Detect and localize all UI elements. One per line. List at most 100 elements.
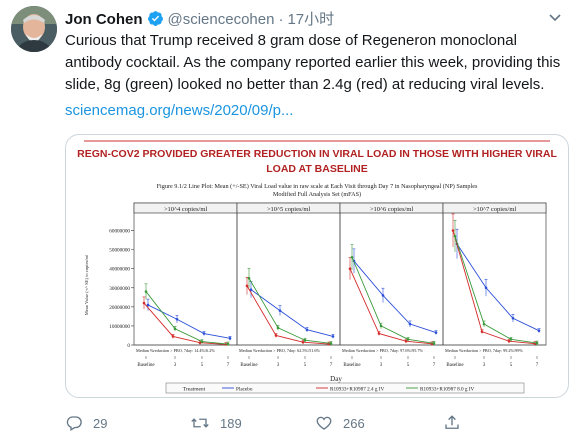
series-line-placebo — [456, 243, 540, 332]
panel-label: >10^5 copies/ml — [267, 206, 311, 213]
reply-icon — [66, 416, 82, 431]
panel-note: Median %reduction > PBO, 7day: 14.4%/6.2… — [136, 348, 215, 354]
legend-box — [165, 382, 525, 394]
tweet-header: Jon Cohen @sciencecohen · 17小时 — [65, 8, 334, 31]
y-tick-label: 60000000 — [109, 229, 130, 235]
x-tick-label: 7 — [433, 363, 436, 368]
verified-badge-icon — [147, 10, 164, 31]
like-count: 266 — [343, 415, 365, 431]
retweet-count: 189 — [220, 415, 242, 431]
data-point-placebo — [537, 329, 541, 332]
series-line-dose_2_4g — [349, 268, 433, 345]
series-line-dose_8g — [248, 278, 332, 344]
figure-subtitle: Modified Full Analysis Set (mFAS) — [273, 191, 361, 198]
panel-label: >10^4 copies/ml — [164, 206, 208, 213]
y-tick-label: 30000000 — [109, 286, 130, 292]
data-point-dose_2_4g — [301, 340, 305, 344]
x-tick-label: 7 — [536, 363, 539, 368]
panel-frame — [339, 202, 444, 346]
data-point-dose_8g — [509, 337, 513, 341]
chart-panel: >10^6 copies/ml Median %reduction > PBO, … — [339, 202, 444, 368]
panel-label: >10^6 copies/ml — [370, 206, 414, 213]
reply-count: 29 — [93, 415, 108, 431]
slide-title-line2: LOAD AT BASELINE — [266, 163, 368, 175]
data-point-dose_8g — [482, 322, 486, 326]
data-point-dose_8g — [226, 342, 230, 346]
author-name[interactable]: Jon Cohen — [65, 11, 143, 28]
x-tick-label: 5 — [510, 363, 513, 368]
legend-item: Placebo — [236, 387, 253, 393]
data-point-placebo — [408, 322, 412, 326]
panel-frame — [442, 202, 547, 346]
more-options-button[interactable] — [544, 6, 566, 28]
data-point-dose_2_4g — [480, 330, 484, 333]
slide-chart: REGN-COV2 PROVIDED GREATER REDUCTION IN … — [77, 140, 557, 394]
data-point-placebo — [228, 337, 232, 340]
retweet-icon — [191, 418, 209, 428]
attached-image[interactable]: REGN-COV2 PROVIDED GREATER REDUCTION IN … — [65, 134, 569, 398]
data-point-dose_2_4g — [451, 229, 455, 232]
series-line-placebo — [353, 260, 437, 334]
legend-item: R10933+R10987 8.0 g IV — [420, 387, 474, 393]
share-button[interactable] — [443, 414, 471, 432]
x-axis-label: Day — [330, 375, 342, 383]
x-tick-label: Baseline — [240, 363, 258, 368]
series-line-dose_2_4g — [246, 285, 330, 345]
panel-frame — [236, 202, 341, 346]
y-axis-label: Mean Value (+/- SE) in copies/ml — [84, 254, 89, 315]
x-tick-label: 5 — [304, 363, 307, 368]
data-point-placebo — [305, 328, 309, 332]
figure-title: Figure 9.1/2 Line Plot: Mean (+/-SE) Vir… — [157, 183, 478, 190]
panel-label: >10^7 copies/ml — [473, 206, 517, 213]
x-tick-label: Baseline — [137, 363, 155, 368]
data-point-dose_8g — [453, 234, 457, 238]
data-point-placebo — [381, 294, 385, 297]
x-tick-label: 7 — [227, 363, 230, 368]
data-point-placebo — [484, 286, 488, 290]
series-line-dose_8g — [351, 257, 435, 344]
data-point-dose_8g — [303, 338, 307, 342]
series-line-dose_2_4g — [143, 302, 227, 345]
data-point-dose_2_4g — [348, 267, 352, 270]
data-point-dose_2_4g — [142, 301, 146, 305]
slide-title-line1: REGN-COV2 PROVIDED GREATER REDUCTION IN … — [77, 148, 557, 160]
data-point-placebo — [331, 335, 335, 338]
retweet-button[interactable]: 189 — [190, 414, 242, 432]
legend-item: R10933+R10987 2.4 g IV — [330, 387, 384, 393]
data-point-dose_8g — [247, 276, 251, 280]
data-point-placebo — [146, 303, 150, 307]
reply-button[interactable]: 29 — [65, 414, 107, 432]
chevron-down-icon — [549, 14, 561, 22]
heart-icon — [316, 416, 332, 430]
x-tick-label: 5 — [201, 363, 204, 368]
data-point-placebo — [511, 316, 515, 320]
panel-note: Median %reduction > PBO, 7day: 62.5%/51.… — [239, 348, 320, 354]
data-point-dose_8g — [200, 340, 204, 343]
data-point-dose_8g — [173, 327, 177, 331]
like-button[interactable]: 266 — [315, 414, 365, 432]
data-point-dose_2_4g — [198, 341, 202, 345]
y-tick-label: 40000000 — [109, 267, 130, 273]
data-point-placebo — [175, 317, 179, 321]
data-point-placebo — [249, 288, 253, 291]
tweet-text: Curious that Trump received 8 gram dose … — [65, 32, 561, 93]
data-point-dose_2_4g — [507, 339, 511, 343]
series-line-dose_8g — [145, 291, 229, 345]
time-separator: · — [278, 11, 284, 28]
data-point-dose_2_4g — [377, 332, 381, 335]
y-tick-label: 50000000 — [109, 248, 130, 254]
author-handle[interactable]: @sciencecohen — [167, 11, 275, 28]
article-link[interactable]: sciencemag.org/news/2020/09/p... — [65, 102, 294, 119]
avatar[interactable] — [11, 6, 57, 52]
data-point-dose_8g — [276, 326, 280, 330]
tweet-actions: 29 189 266 — [65, 414, 565, 434]
share-icon — [445, 415, 459, 429]
data-point-dose_2_4g — [245, 284, 249, 288]
tweet-time[interactable]: 17小时 — [287, 11, 335, 28]
x-tick-label: 5 — [407, 363, 410, 368]
y-tick-label: 0 — [127, 343, 130, 349]
x-tick-label: Baseline — [446, 363, 464, 368]
x-tick-label: 3 — [483, 363, 486, 368]
panel-header — [442, 202, 547, 214]
